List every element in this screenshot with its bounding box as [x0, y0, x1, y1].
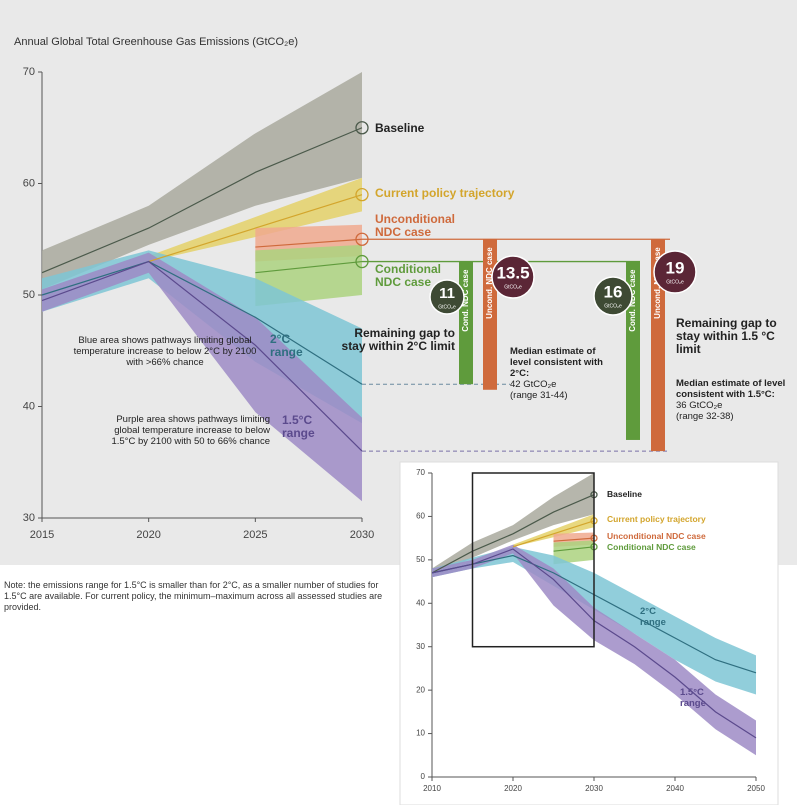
- gap-unit: GtCO₂e: [666, 279, 684, 285]
- y-tick-label: 30: [416, 642, 425, 651]
- range-band: [553, 540, 594, 565]
- median-line: [255, 238, 363, 248]
- series-label: 2°C range: [640, 606, 666, 628]
- median-line: [41, 260, 363, 452]
- gap-value: 19: [666, 258, 685, 277]
- gap-bubble: [491, 255, 535, 299]
- range-band: [432, 546, 756, 695]
- gap-bubble: [429, 279, 465, 315]
- gap-note: Median estimate of level consistent with…: [510, 346, 603, 379]
- series-label: Unconditional NDC case: [607, 531, 706, 541]
- series-label: 1.5°C range: [282, 413, 315, 440]
- y-tick-label: 50: [416, 555, 425, 564]
- y-tick-label: 0: [421, 772, 426, 781]
- x-tick-label: 2050: [747, 784, 765, 793]
- x-tick-label: 2025: [243, 529, 267, 541]
- median-line: [41, 127, 363, 274]
- gap-bar: [651, 239, 665, 452]
- y-tick-label: 70: [416, 468, 425, 477]
- end-marker: [355, 187, 369, 202]
- x-tick-label: 2020: [504, 784, 522, 793]
- range-band: [513, 514, 594, 547]
- y-tick-label: 60: [416, 512, 425, 521]
- gap-title: Remaining gap to stay within 2°C limit: [341, 326, 455, 353]
- range-band: [148, 177, 362, 262]
- gap-title: Remaining gap to stay within 1.5 °C limi…: [676, 316, 777, 356]
- gap-bar-label: Uncond. NDC case: [485, 247, 494, 319]
- range-band: [42, 250, 362, 424]
- gap-unit: GtCO₂e: [604, 303, 622, 309]
- median-line: [255, 260, 363, 274]
- gap-unit: GtCO₂e: [504, 284, 522, 290]
- series-label: 2°C range: [270, 332, 303, 359]
- y-tick-label: 40: [23, 400, 35, 412]
- x-tick-label: 2010: [423, 784, 441, 793]
- gap-level: 36 GtCO₂e: [676, 400, 723, 411]
- y-tick-label: 30: [23, 512, 35, 524]
- median-line: [553, 537, 595, 542]
- gap-bar-label: Cond. NDC case: [461, 269, 470, 332]
- series-label: Unconditional NDC case: [375, 212, 455, 239]
- y-tick-label: 50: [23, 289, 35, 301]
- chart-title: Annual Global Total Greenhouse Gas Emiss…: [14, 36, 299, 48]
- gap-bar-label: Cond. NDC case: [628, 269, 637, 332]
- median-line: [41, 260, 363, 385]
- median-line: [553, 546, 595, 552]
- x-tick-label: 2020: [136, 529, 160, 541]
- series-label: 1.5°C range: [680, 687, 706, 709]
- median-line: [431, 494, 595, 574]
- gap-range: (range 32-38): [676, 411, 734, 422]
- note: Note: the emissions range for 1.5°C is s…: [4, 580, 383, 612]
- y-tick-label: 10: [416, 729, 425, 738]
- median-line: [512, 520, 595, 548]
- median-line: [148, 194, 363, 263]
- annotation: Blue area shows pathways limiting global…: [73, 335, 257, 368]
- y-tick-label: 70: [23, 66, 35, 78]
- gap-value: 13.5: [496, 263, 529, 282]
- x-tick-label: 2030: [350, 529, 374, 541]
- gap-level: 42 GtCO₂e: [510, 379, 557, 390]
- y-tick-label: 20: [416, 685, 425, 694]
- series-label: Current policy trajectory: [607, 514, 706, 524]
- gap-bubble: [653, 250, 697, 294]
- x-tick-label: 2030: [585, 784, 603, 793]
- series-label: Conditional NDC case: [607, 542, 696, 552]
- series-label: Baseline: [375, 121, 425, 135]
- series-label: Current policy trajectory: [375, 186, 515, 200]
- gap-bubble: [593, 276, 633, 316]
- gap-note: Median estimate of level consistent with…: [676, 378, 786, 400]
- y-tick-label: 60: [23, 177, 35, 189]
- gap-note: Median estimate of level consistent with…: [676, 378, 786, 422]
- series-label: Conditional NDC case: [375, 262, 441, 289]
- y-tick-label: 40: [416, 598, 425, 607]
- series-label: Baseline: [607, 489, 642, 499]
- gap-value: 11: [439, 285, 455, 302]
- gap-value: 16: [604, 282, 623, 301]
- zoom-frame: [471, 472, 595, 648]
- x-tick-label: 2040: [666, 784, 684, 793]
- range-band: [42, 72, 362, 290]
- gap-range: (range 31-44): [510, 390, 568, 401]
- range-band: [42, 252, 362, 502]
- x-tick-label: 2015: [30, 529, 54, 541]
- gap-unit: GtCO₂e: [438, 304, 456, 310]
- annotation: Purple area shows pathways limiting glob…: [111, 414, 270, 447]
- gap-note: Median estimate of level consistent with…: [510, 346, 610, 401]
- end-marker: [355, 121, 369, 135]
